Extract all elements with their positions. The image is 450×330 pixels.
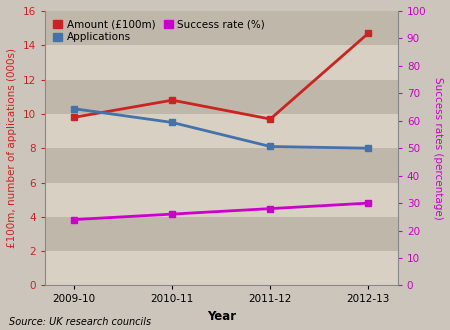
- Bar: [45, 11, 398, 45]
- Text: Source: UK research councils: Source: UK research councils: [9, 317, 151, 327]
- X-axis label: Year: Year: [207, 310, 236, 323]
- Bar: [45, 182, 398, 217]
- Bar: [45, 114, 398, 148]
- Bar: [45, 148, 398, 182]
- Bar: [45, 251, 398, 285]
- Bar: [45, 80, 398, 114]
- Y-axis label: Success rates (percentage): Success rates (percentage): [433, 77, 443, 219]
- Y-axis label: £100m, number of applications (000s): £100m, number of applications (000s): [7, 48, 17, 248]
- Legend: Amount (£100m), Applications, Success rate (%): Amount (£100m), Applications, Success ra…: [50, 16, 268, 46]
- Bar: [45, 45, 398, 80]
- Bar: [45, 217, 398, 251]
